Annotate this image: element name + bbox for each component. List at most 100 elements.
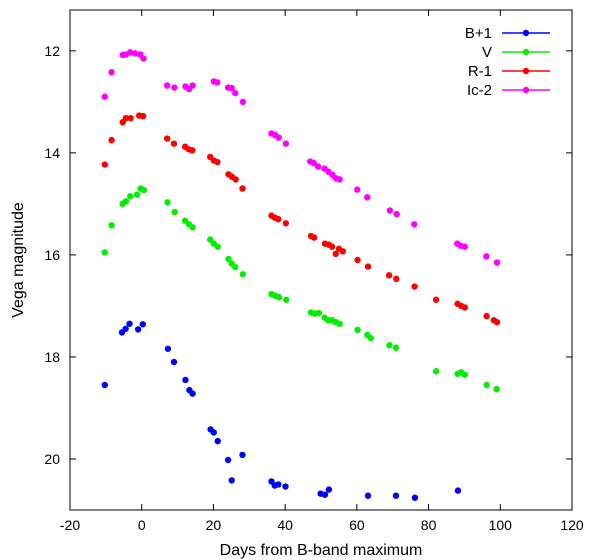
data-point [310, 234, 318, 241]
data-point [171, 84, 178, 91]
data-point [282, 483, 289, 490]
data-point [189, 147, 196, 154]
data-point [232, 263, 239, 271]
data-point [122, 325, 129, 333]
data-point [127, 49, 134, 56]
data-point [164, 199, 171, 206]
legend-label: V [482, 44, 492, 61]
data-point [367, 334, 375, 342]
data-point [364, 194, 371, 201]
data-point [432, 296, 440, 303]
x-axis-label: Days from B-band maximum [220, 542, 423, 559]
series-ic-2 [101, 49, 501, 266]
data-point [275, 481, 282, 488]
data-point [411, 283, 418, 290]
data-point [101, 381, 108, 389]
data-point [210, 429, 217, 436]
data-point [393, 275, 400, 283]
data-point [364, 263, 372, 270]
data-point [275, 215, 282, 223]
data-point [232, 89, 239, 97]
legend-marker [522, 86, 530, 94]
data-point [386, 342, 393, 349]
data-point [483, 253, 490, 260]
y-axis-label: Vega magnitude [10, 202, 27, 318]
series-v [101, 185, 500, 393]
data-point [171, 208, 178, 216]
data-point [385, 272, 393, 279]
data-point [127, 114, 134, 122]
x-tick-label: 40 [277, 517, 293, 533]
data-point [328, 243, 336, 250]
data-point [275, 134, 282, 141]
data-point [133, 191, 141, 198]
data-point [310, 159, 318, 167]
data-point [134, 326, 142, 333]
data-point [314, 163, 322, 170]
data-point [101, 249, 108, 256]
data-point [239, 98, 247, 106]
data-point [282, 220, 290, 227]
data-point [354, 186, 361, 193]
y-tick-label: 18 [44, 349, 60, 365]
data-point [493, 259, 501, 266]
data-point [275, 294, 283, 301]
data-point [432, 368, 440, 375]
data-point [214, 158, 221, 166]
data-point [101, 161, 108, 168]
data-point [228, 477, 235, 484]
data-point [189, 390, 196, 397]
data-point [315, 309, 323, 317]
data-point [127, 193, 134, 200]
data-point [239, 451, 246, 459]
data-point [364, 492, 372, 499]
plot-frame [69, 9, 573, 511]
x-tick-label: 100 [489, 517, 513, 533]
data-point [461, 304, 468, 311]
data-point [170, 140, 178, 147]
legend-marker [522, 29, 530, 37]
data-point [392, 492, 400, 499]
data-point [454, 487, 462, 494]
data-point [232, 176, 239, 183]
x-tick-label: 120 [560, 517, 584, 533]
data-point [483, 312, 490, 320]
data-point [493, 319, 501, 326]
data-point [140, 186, 148, 194]
data-point [122, 198, 130, 205]
data-point [461, 371, 468, 378]
series-r-1 [101, 112, 501, 326]
data-point [392, 344, 400, 351]
y-tick-label: 14 [44, 145, 60, 161]
x-tick-label: 60 [349, 517, 365, 533]
data-point [108, 136, 115, 144]
data-point [332, 250, 339, 258]
data-points [101, 49, 501, 501]
data-point [126, 320, 133, 327]
data-point [108, 222, 115, 229]
data-point [321, 491, 329, 498]
series-b-1 [101, 320, 462, 501]
data-point [101, 93, 108, 100]
data-point [336, 176, 343, 183]
legend-marker [522, 67, 530, 75]
data-point [182, 376, 189, 384]
data-point [132, 50, 139, 57]
x-tick-label: 0 [138, 517, 146, 533]
x-tick-label: -20 [60, 517, 80, 533]
x-tick-label: 20 [206, 517, 222, 533]
data-point [411, 221, 418, 228]
data-point [354, 326, 361, 334]
data-point [393, 210, 400, 218]
data-point [339, 248, 347, 255]
data-point [354, 256, 361, 264]
data-point [283, 296, 290, 303]
legend-label: Ic-2 [467, 82, 492, 99]
data-point [224, 456, 232, 464]
data-point [122, 114, 130, 122]
data-point [239, 271, 247, 278]
axis-ticks: -20 0 20 40 60 80 100 120 12 14 16 18 20 [44, 10, 584, 533]
data-point [493, 385, 500, 393]
data-point [139, 321, 146, 328]
